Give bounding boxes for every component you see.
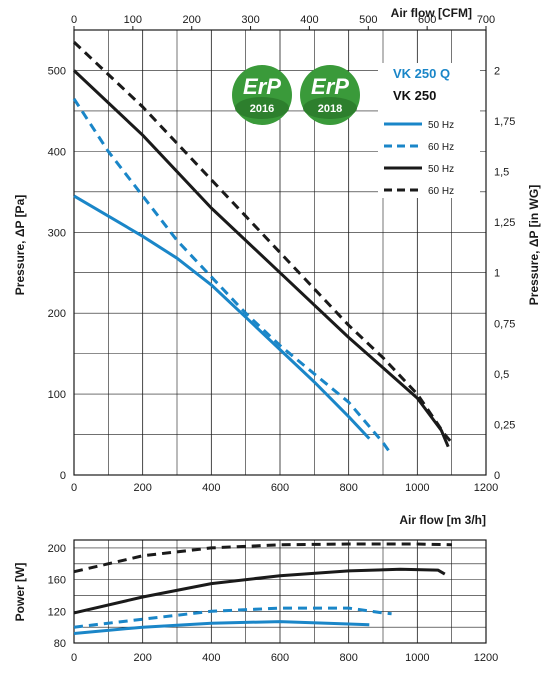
- power-series: [73, 542, 452, 635]
- x-tick-label: 1200: [474, 482, 498, 494]
- power-tick-labels: 0 200 400 600 800 1000 1200 80 120 160 200: [48, 543, 499, 664]
- y2-tick-label: 1,25: [494, 217, 515, 229]
- erp-2016-year: 2016: [250, 103, 274, 115]
- power-x-tick-label: 0: [71, 652, 77, 664]
- power-x-tick-label: 200: [133, 652, 151, 664]
- pressure-series-line-3: [72, 41, 453, 444]
- y2-tick-label: 1: [494, 268, 500, 280]
- legend-model-q: VK 250 Q: [393, 66, 450, 81]
- x-axis-title: Air flow [m 3/h]: [399, 513, 486, 527]
- power-x-tick-label: 800: [339, 652, 357, 664]
- y-tick-label: 0: [60, 470, 66, 482]
- x2-tick-label: 500: [359, 14, 377, 26]
- legend-background: [378, 63, 480, 198]
- x2-tick-label: 100: [124, 14, 142, 26]
- power-y-axis-title: Power [W]: [13, 563, 27, 622]
- legend: VK 250 Q VK 250 50 Hz 60 Hz 50 Hz 60 Hz: [378, 63, 480, 198]
- erp-2018-year: 2018: [318, 103, 342, 115]
- y2-tick-label-zero: 0: [494, 470, 500, 482]
- y2-tick-label: 1,75: [494, 116, 515, 128]
- y2-tick-label: 0,25: [494, 419, 515, 431]
- y-tick-label: 200: [48, 308, 66, 320]
- y2-axis-title: Pressure, ΔP [in WG]: [527, 185, 541, 305]
- x-tick-label: 800: [339, 482, 357, 494]
- y-tick-label: 400: [48, 146, 66, 158]
- x2-tick-label: 300: [241, 14, 259, 26]
- power-y-tick-label: 80: [54, 638, 66, 650]
- x-tick-label: 200: [133, 482, 151, 494]
- y-tick-label: 100: [48, 389, 66, 401]
- pressure-series: [72, 41, 453, 456]
- x2-tick-label: 700: [477, 14, 495, 26]
- power-grid: [73, 539, 487, 644]
- power-x-tick-label: 1200: [474, 652, 498, 664]
- legend-label: 60 Hz: [428, 186, 454, 197]
- x-tick-label: 600: [271, 482, 289, 494]
- x2-tick-label: 0: [71, 14, 77, 26]
- power-y-tick-label: 200: [48, 543, 66, 555]
- y2-tick-label: 1,5: [494, 167, 509, 179]
- erp-2016-label: ErP: [243, 74, 281, 99]
- erp-2018-badge: ErP 2018: [300, 65, 360, 125]
- y2-tick-label: 0,5: [494, 369, 509, 381]
- power-series-line-2: [73, 567, 446, 615]
- y2-tick-label: 2: [494, 65, 500, 77]
- erp-2016-badge: ErP 2016: [232, 65, 292, 125]
- legend-label: 60 Hz: [428, 142, 454, 153]
- x2-tick-label: 600: [418, 14, 436, 26]
- y-tick-label: 500: [48, 65, 66, 77]
- x2-axis-title: Air flow [CFM]: [391, 6, 472, 20]
- power-x-tick-label: 400: [202, 652, 220, 664]
- x-tick-label: 0: [71, 482, 77, 494]
- power-y-tick-label: 120: [48, 606, 66, 618]
- legend-label: 50 Hz: [428, 164, 454, 175]
- power-x-tick-label: 600: [271, 652, 289, 664]
- pressure-series-line-1: [72, 97, 393, 456]
- legend-label: 50 Hz: [428, 120, 454, 131]
- x-tick-label: 1000: [405, 482, 429, 494]
- power-y-tick-label: 160: [48, 575, 66, 587]
- pressure-series-line-0: [73, 194, 371, 440]
- y-tick-label: 300: [48, 227, 66, 239]
- power-series-line-0: [73, 620, 370, 635]
- legend-entries: 50 Hz 60 Hz 50 Hz 60 Hz: [384, 120, 454, 197]
- legend-model: VK 250: [393, 88, 436, 103]
- power-series-line-3: [73, 542, 452, 574]
- y2-tick-label: 0,75: [494, 318, 515, 330]
- y-axis-title: Pressure, ΔP [Pa]: [13, 195, 27, 295]
- x-tick-label: 400: [202, 482, 220, 494]
- x2-tick-label: 200: [183, 14, 201, 26]
- power-x-tick-label: 1000: [405, 652, 429, 664]
- x2-tick-label: 400: [300, 14, 318, 26]
- erp-2018-label: ErP: [311, 74, 349, 99]
